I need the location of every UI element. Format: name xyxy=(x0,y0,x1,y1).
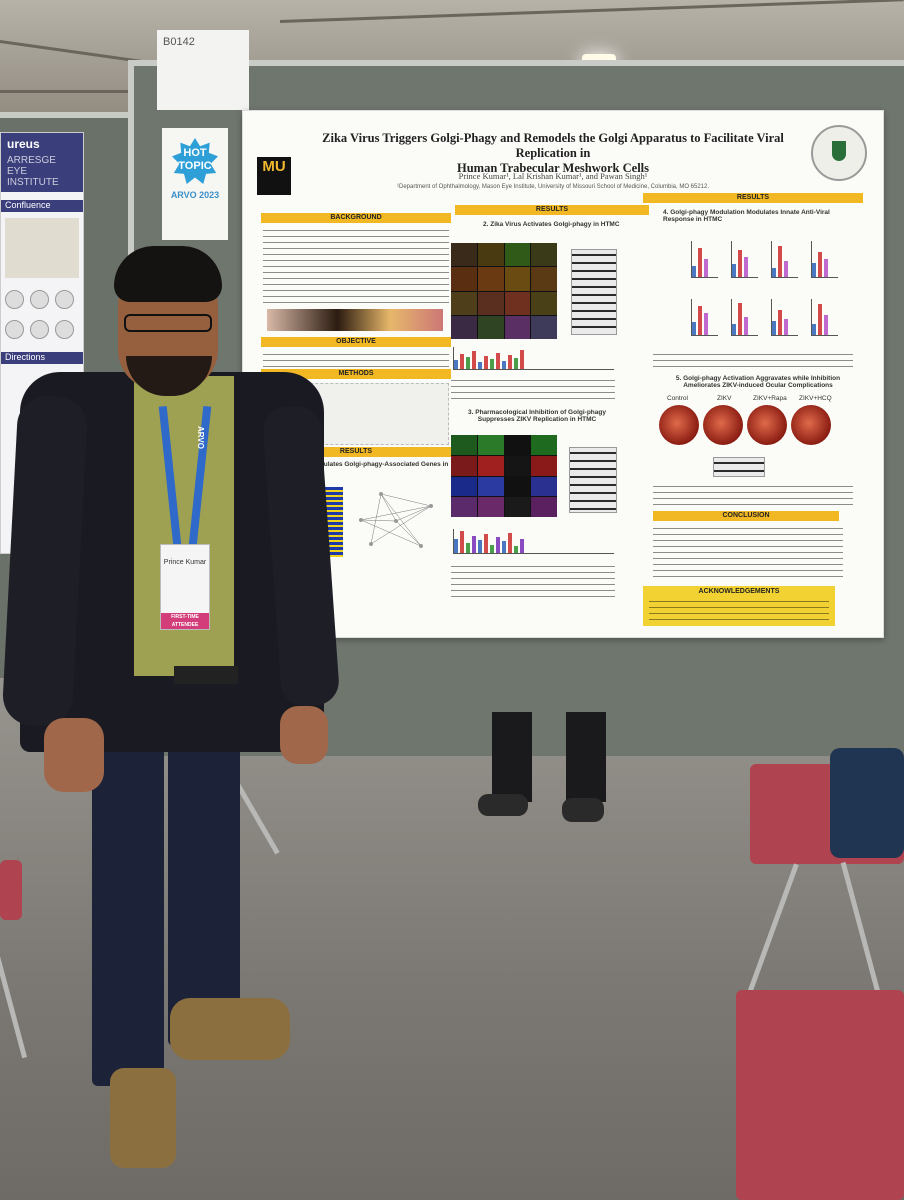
bar-chart-panel xyxy=(811,241,838,278)
fundus-label: ZIKV+HCQ xyxy=(799,395,832,402)
bar-chart-row-2 xyxy=(453,529,614,554)
side-poster-bar: Confluence xyxy=(1,200,83,212)
background-person-legs xyxy=(478,712,622,822)
section-results-right: RESULTS xyxy=(643,193,863,203)
section-conclusion: CONCLUSION xyxy=(653,511,839,521)
bar-chart-panel xyxy=(691,241,718,278)
lanyard-text: ARVO xyxy=(196,426,205,449)
side-poster-bar: Directions xyxy=(1,352,83,364)
research-poster: MU Zika Virus Triggers Golgi-Phagy and R… xyxy=(242,110,884,638)
red-chair-front xyxy=(736,990,904,1200)
fundus-label: Control xyxy=(667,395,688,402)
bar-chart-panel xyxy=(691,299,718,336)
background-images xyxy=(267,309,443,331)
first-time-ribbon: FIRST-TIME ATTENDEE xyxy=(161,613,209,629)
acknowledgements-box: ACKNOWLEDGEMENTS xyxy=(643,586,835,626)
bar-chart-panel xyxy=(771,299,798,336)
presenter-shoe xyxy=(110,1068,176,1168)
fundus-image xyxy=(659,405,699,445)
section-acknowledgements: ACKNOWLEDGEMENTS xyxy=(698,588,780,595)
hot-topic-event: ARVO 2023 xyxy=(170,190,220,200)
presenter-shirt xyxy=(134,376,234,676)
background-text xyxy=(263,227,449,305)
side-poster-discs xyxy=(1,284,83,344)
presenter-hair xyxy=(114,246,222,302)
fundus-label: ZIKV xyxy=(717,395,732,402)
microscopy-panel-2 xyxy=(451,435,557,517)
bar-chart-panel xyxy=(771,241,798,278)
presenter: ARVO Prince Kumar FIRST-TIME ATTENDEE xyxy=(1,246,341,1176)
side-poster-photo xyxy=(5,218,79,278)
microscopy-panel-1 xyxy=(451,243,557,339)
subheading-5: 5. Golgi-phagy Activation Aggravates whi… xyxy=(675,375,841,389)
mizzou-logo: MU xyxy=(257,157,291,195)
ceiling-truss xyxy=(279,0,904,23)
fundus-image xyxy=(703,405,743,445)
poster-affiliation: ¹Department of Ophthalmology, Mason Eye … xyxy=(396,184,710,190)
western-blot-3 xyxy=(713,457,765,477)
figure-legend-2 xyxy=(451,377,615,401)
section-results-mid: RESULTS xyxy=(455,205,649,215)
presenter-shoe xyxy=(170,998,290,1060)
fundus-image xyxy=(747,405,787,445)
poster-authors: Prince Kumar¹, Lal Krishan Kumar¹, and P… xyxy=(458,171,648,181)
side-poster-subheader: ARRESGE EYE INSTITUTE xyxy=(1,155,83,192)
western-blot-2 xyxy=(569,447,617,513)
university-seal-icon xyxy=(811,125,867,181)
backpack xyxy=(830,748,904,858)
poster-title: Zika Virus Triggers Golgi-Phagy and Remo… xyxy=(322,131,784,175)
hot-topic-starburst: HOT TOPIC xyxy=(172,138,218,184)
section-objective: OBJECTIVE xyxy=(261,337,451,347)
objective-text xyxy=(263,351,449,369)
figure-legend-4 xyxy=(653,351,853,371)
acknowledgements-text xyxy=(649,598,829,620)
subheading-2: 2. Zika Virus Activates Golgi-phagy in H… xyxy=(483,221,620,228)
bar-chart-panel xyxy=(731,299,758,336)
fundus-label: ZIKV+Rapa xyxy=(753,395,787,402)
presenter-left-hand xyxy=(44,718,104,792)
red-chair-left xyxy=(0,860,22,920)
attendee-badge: Prince Kumar FIRST-TIME ATTENDEE xyxy=(160,544,210,630)
booth-number-sign: B0142 xyxy=(157,30,249,110)
bar-chart-panel xyxy=(811,299,838,336)
subheading-3: 3. Pharmacological Inhibition of Golgi-p… xyxy=(468,409,606,423)
side-poster-header: ureus xyxy=(1,133,83,155)
figure-legend-3 xyxy=(451,563,615,597)
glasses-icon xyxy=(124,314,212,332)
conclusion-text xyxy=(653,525,843,581)
hot-topic-badge: HOT TOPIC ARVO 2023 xyxy=(162,128,228,240)
presenter-right-hand xyxy=(280,706,328,764)
subheading-4: 4. Golgi-phagy Modulation Modulates Inna… xyxy=(663,209,830,223)
section-results-left: RESULTS xyxy=(261,447,451,457)
gene-network-figure xyxy=(359,492,433,548)
badge-name: Prince Kumar xyxy=(163,559,207,566)
bar-chart-panel xyxy=(731,241,758,278)
section-background: BACKGROUND xyxy=(261,213,451,223)
section-methods: METHODS xyxy=(261,369,451,379)
fundus-image xyxy=(791,405,831,445)
figure-legend-5 xyxy=(653,483,853,505)
bar-chart-row-1 xyxy=(453,347,614,370)
western-blot-1 xyxy=(571,249,617,335)
presenter-belt xyxy=(174,666,238,684)
